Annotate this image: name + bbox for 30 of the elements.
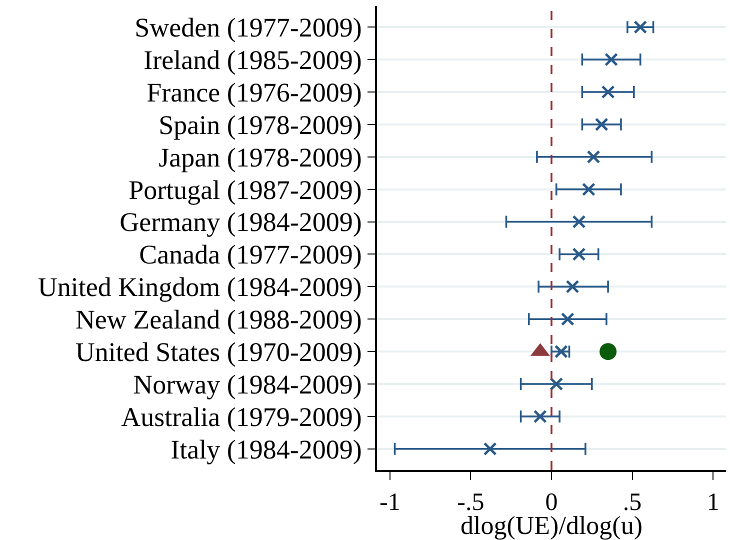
point — [634, 20, 648, 34]
y-tick-label: Japan (1978-2009) — [158, 142, 362, 172]
y-tick-label: Portugal (1987-2009) — [128, 174, 362, 205]
point — [604, 52, 618, 66]
point — [554, 344, 568, 358]
y-tick-label: United States (1970-2009) — [75, 337, 362, 368]
point — [483, 442, 497, 456]
point — [533, 410, 547, 424]
x-tick-label: 1 — [706, 488, 720, 516]
y-tick-label: Norway (1984-2009) — [133, 369, 362, 400]
point — [572, 215, 586, 229]
y-tick-label: Sweden (1977-2009) — [134, 12, 362, 43]
point — [582, 182, 596, 196]
point — [601, 85, 615, 99]
point — [594, 118, 608, 132]
y-tick-label: Spain (1978-2009) — [158, 110, 362, 140]
y-tick-label: New Zealand (1988-2009) — [75, 304, 362, 335]
y-tick-label: Germany (1984-2009) — [120, 207, 362, 238]
y-tick-label: Ireland (1985-2009) — [144, 44, 362, 75]
point — [572, 247, 586, 261]
y-tick-label: Canada (1977-2009) — [139, 240, 362, 270]
y-tick-label: France (1976-2009) — [146, 77, 362, 108]
y-tick-label: United Kingdom (1984-2009) — [38, 272, 362, 302]
y-tick-label: Italy (1984-2009) — [170, 434, 362, 464]
point — [566, 280, 580, 294]
point — [586, 150, 600, 164]
point — [560, 312, 574, 326]
y-tick-label: Australia (1979-2009) — [121, 402, 362, 432]
point — [600, 343, 617, 360]
x-tick-label: -1 — [380, 488, 400, 516]
